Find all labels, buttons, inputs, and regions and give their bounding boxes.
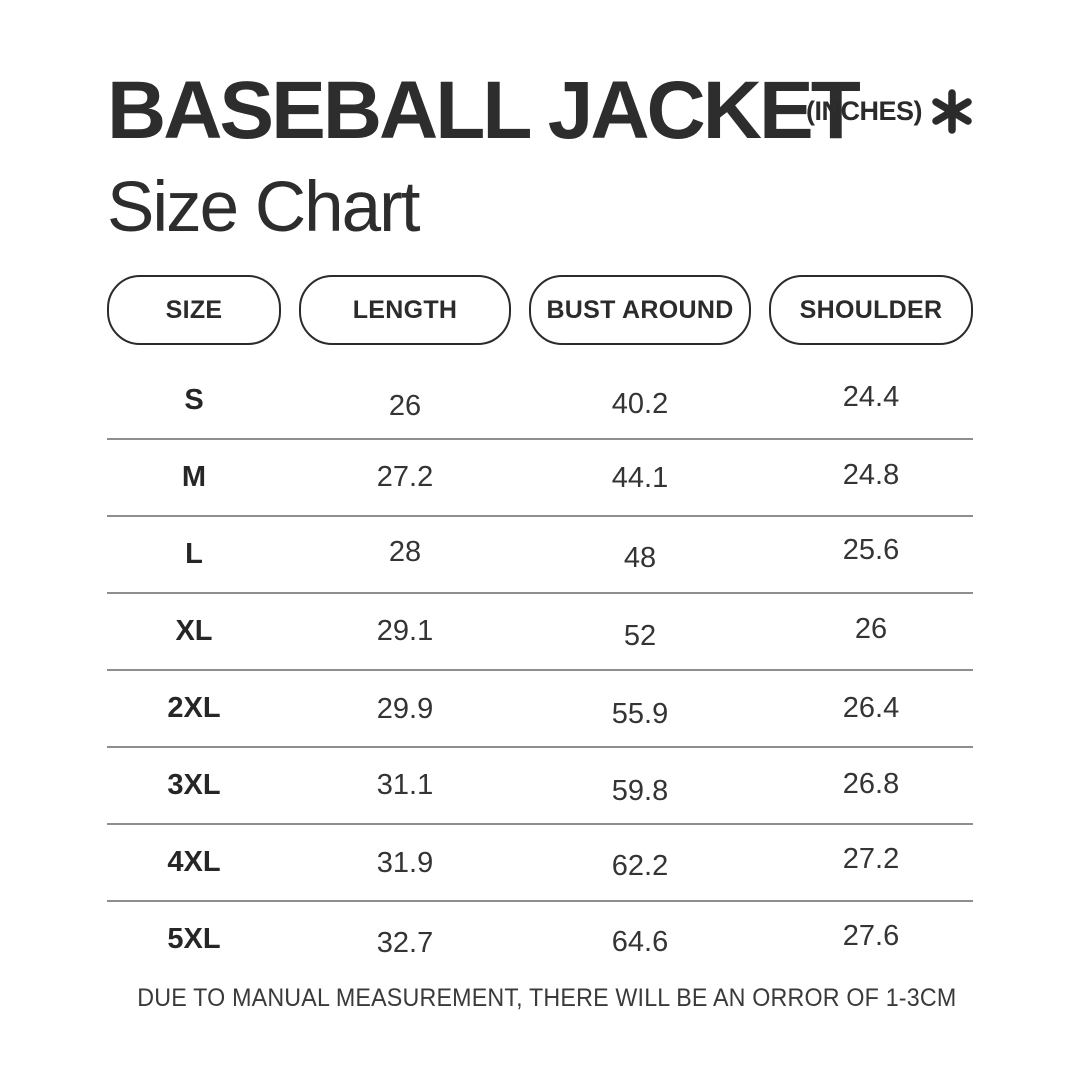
size-label: 4XL	[167, 846, 221, 878]
table-row-3xl: 3XL 31.1 59.8 26.8	[107, 748, 973, 825]
shoulder-value: 27.2	[842, 843, 900, 875]
size-table: S 26 40.2 24.4 M 27.2 44.1 24.8 L 28 48 …	[107, 363, 973, 977]
column-header-size: SIZE	[107, 275, 281, 345]
shoulder-value: 26.8	[842, 768, 900, 800]
length-value: 32.7	[376, 927, 434, 959]
table-row-4xl: 4XL 31.9 62.2 27.2	[107, 825, 973, 902]
content-column: BASEBALL JACKET Size Chart (INCHES) SIZE	[107, 0, 973, 1013]
bust-value: 64.6	[611, 926, 669, 958]
column-header-length: LENGTH	[299, 275, 511, 345]
length-value: 26	[388, 390, 422, 422]
length-value: 29.1	[376, 615, 434, 647]
table-row-m: M 27.2 44.1 24.8	[107, 440, 973, 517]
unit-indicator: (INCHES)	[806, 88, 973, 135]
bust-value: 44.1	[611, 462, 669, 494]
bust-value: 59.8	[611, 775, 669, 807]
length-value: 31.1	[376, 769, 434, 801]
page-subtitle: Size Chart	[107, 168, 420, 247]
measurement-disclaimer: DUE TO MANUAL MEASUREMENT, THERE WILL BE…	[137, 984, 957, 1012]
column-header-shoulder: SHOULDER	[769, 275, 973, 345]
length-value: 28	[388, 536, 422, 568]
size-label: XL	[175, 615, 213, 647]
shoulder-value: 24.4	[842, 381, 900, 413]
size-label: 2XL	[167, 692, 221, 724]
shoulder-value: 24.8	[842, 459, 900, 491]
length-value: 27.2	[376, 461, 434, 493]
shoulder-value: 26.4	[842, 692, 900, 724]
table-row-2xl: 2XL 29.9 55.9 26.4	[107, 671, 973, 748]
bust-value: 52	[623, 620, 657, 652]
size-label: M	[181, 461, 207, 493]
bust-value: 62.2	[611, 850, 669, 882]
asterisk-icon	[931, 88, 973, 135]
size-label: 3XL	[167, 769, 221, 801]
table-row-5xl: 5XL 32.7 64.6 27.6	[107, 902, 973, 977]
length-value: 31.9	[376, 847, 434, 879]
table-row-xl: XL 29.1 52 26	[107, 594, 973, 671]
shoulder-value: 26	[854, 613, 888, 645]
shoulder-value: 25.6	[842, 534, 900, 566]
size-label: S	[184, 384, 204, 416]
bust-value: 40.2	[611, 388, 669, 420]
size-label: L	[185, 538, 203, 570]
column-header-bust-around: BUST AROUND	[529, 275, 751, 345]
table-row-l: L 28 48 25.6	[107, 517, 973, 594]
table-row-s: S 26 40.2 24.4	[107, 363, 973, 440]
table-header-row: SIZE LENGTH BUST AROUND SHOULDER	[107, 275, 973, 345]
length-value: 29.9	[376, 693, 434, 725]
page-title: BASEBALL JACKET	[107, 65, 861, 156]
shoulder-value: 27.6	[842, 920, 900, 952]
header: BASEBALL JACKET Size Chart (INCHES)	[107, 0, 973, 243]
bust-value: 55.9	[611, 698, 669, 730]
bust-value: 48	[623, 542, 657, 574]
unit-label: (INCHES)	[806, 96, 923, 126]
size-label: 5XL	[167, 923, 221, 955]
